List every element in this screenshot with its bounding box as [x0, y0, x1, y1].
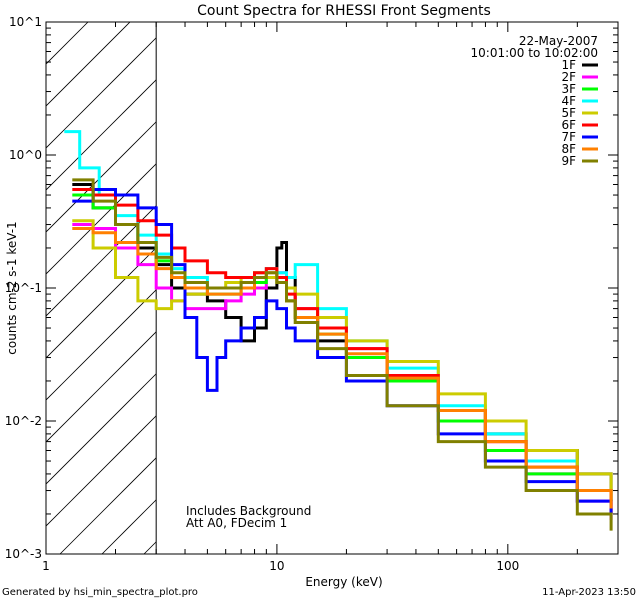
footer-generator: Generated by hsi_min_spectra_plot.pro — [2, 587, 198, 598]
y-tick-label: 10^0 — [9, 148, 42, 162]
y-tick-label: 10^-1 — [5, 281, 42, 295]
legend-label-1F: 1F — [561, 58, 576, 72]
y-tick-label: 10^-2 — [5, 414, 42, 428]
legend-label-2F: 2F — [561, 70, 576, 84]
axis-ticks — [45, 21, 619, 555]
time-range-label: 10:01:00 to 10:02:00 — [471, 46, 598, 60]
legend-label-3F: 3F — [561, 82, 576, 96]
date-label: 22-May-2007 — [519, 34, 598, 48]
series-line-9F — [72, 178, 613, 531]
legend-label-7F: 7F — [561, 130, 576, 144]
y-tick-label: 10^1 — [9, 15, 42, 29]
y-axis-label: counts cm-2 s-1 keV-1 — [5, 221, 19, 354]
chart-title: Count Spectra for RHESSI Front Segments — [197, 3, 491, 19]
y-tick-label: 10^-3 — [5, 547, 42, 561]
legend-label-6F: 6F — [561, 118, 576, 132]
x-tick-label: 100 — [496, 559, 519, 573]
note-background: Includes Background — [186, 504, 311, 518]
footer-timestamp: 11-Apr-2023 13:50 — [542, 587, 636, 598]
x-tick-label: 10 — [269, 559, 284, 573]
legend-label-9F: 9F — [561, 154, 576, 168]
legend-label-8F: 8F — [561, 142, 576, 156]
x-axis-label: Energy (keV) — [305, 575, 382, 589]
legend-label-4F: 4F — [561, 94, 576, 108]
x-tick-label: 1 — [42, 559, 50, 573]
legend-label-5F: 5F — [561, 106, 576, 120]
note-attenuator: Att A0, FDecim 1 — [186, 516, 287, 530]
